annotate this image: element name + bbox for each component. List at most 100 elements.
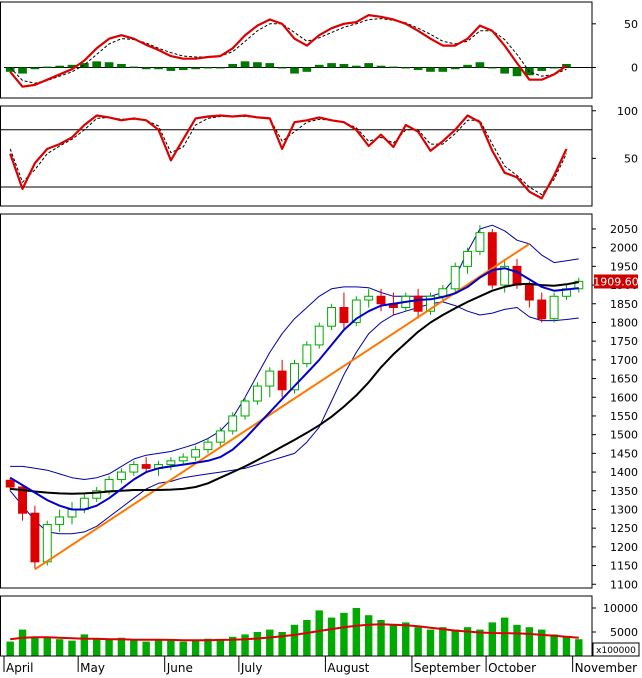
- volume-bar: [241, 634, 249, 656]
- candle-body: [512, 265, 522, 286]
- candlestick: [450, 262, 460, 293]
- macd-histogram-bar: [42, 66, 52, 68]
- price-tick-label: 1300: [610, 503, 638, 516]
- volume-bar: [525, 627, 534, 656]
- macd-histogram-bar: [401, 67, 411, 69]
- candlestick: [92, 487, 102, 502]
- price-tick-label: 1600: [610, 391, 638, 404]
- volume-bar: [562, 636, 571, 656]
- price-tick-label: 1550: [610, 410, 638, 423]
- price-tick-label: 1950: [610, 260, 638, 273]
- candle-body: [339, 307, 349, 323]
- candle-body: [524, 284, 534, 301]
- macd-histogram-bar: [92, 61, 102, 68]
- candle-body: [487, 232, 497, 286]
- candlestick: [277, 359, 287, 398]
- macd-histogram-bar: [228, 63, 238, 68]
- candlestick: [549, 292, 559, 323]
- price-tick-label: 1200: [610, 541, 638, 554]
- candlestick: [141, 457, 151, 473]
- candle-body: [290, 363, 299, 391]
- candlestick: [166, 457, 176, 471]
- price-tick-label: 1850: [610, 298, 638, 311]
- candlestick: [537, 292, 547, 323]
- candlestick: [30, 505, 40, 570]
- candle-body: [475, 232, 485, 252]
- stochastic-tick-label: 50: [624, 152, 638, 165]
- price-tick-label: 1650: [610, 373, 638, 386]
- macd-histogram-bar: [537, 67, 547, 71]
- candle-body: [351, 299, 361, 323]
- macd-histogram-bar: [327, 63, 336, 68]
- volume-bar: [167, 640, 175, 656]
- price-tick-label: 1150: [610, 560, 638, 573]
- last-price-badge: [594, 274, 638, 289]
- volume-bar: [142, 641, 150, 656]
- volume-bar: [513, 624, 521, 656]
- macd-histogram-bar: [67, 64, 77, 68]
- volume-bar: [154, 639, 163, 656]
- price-tick-label: 1100: [610, 578, 638, 591]
- volume-bar: [68, 640, 76, 656]
- macd-histogram-bar: [117, 63, 126, 68]
- bollinger-lower-line: [9, 301, 579, 535]
- volume-bar: [80, 634, 89, 656]
- candlestick: [475, 225, 485, 256]
- macd-histogram-bar: [104, 62, 114, 68]
- candlestick: [252, 382, 262, 405]
- volume-bar: [364, 615, 373, 656]
- price-tick-label: 1500: [610, 429, 638, 442]
- macd-histogram-bar: [512, 67, 522, 77]
- macd-panel: [0, 1, 593, 99]
- volume-bar: [105, 639, 113, 656]
- price-tick-label: 2000: [610, 242, 638, 255]
- macd-tick-label: 0: [631, 61, 638, 74]
- candle-body: [376, 295, 386, 305]
- candlestick: [55, 509, 65, 532]
- macd-histogram-bar: [55, 65, 64, 68]
- volume-ma-line: [10, 623, 579, 642]
- volume-bar: [352, 608, 361, 656]
- volume-bar: [31, 636, 39, 656]
- macd-histogram-bar: [376, 65, 386, 68]
- candlestick: [487, 228, 497, 289]
- candle-body: [537, 299, 547, 320]
- macd-histogram-bar: [438, 67, 448, 72]
- macd-histogram-bar: [549, 67, 559, 69]
- x-axis-month-label: June: [166, 661, 193, 675]
- candlestick: [18, 486, 27, 521]
- last-price-label: 1909.60: [593, 275, 639, 288]
- x-axis-month-label: October: [488, 661, 536, 675]
- stochastic-k-line: [9, 114, 568, 200]
- candlestick: [463, 247, 473, 274]
- price-tick-label: 1450: [610, 447, 638, 460]
- candle-body: [314, 325, 324, 346]
- macd-histogram-bar: [253, 62, 262, 68]
- candlestick: [265, 367, 275, 398]
- candle-body: [252, 385, 262, 402]
- macd-histogram-bar: [351, 65, 361, 68]
- macd-histogram-bar: [203, 67, 213, 69]
- macd-histogram-bar: [450, 67, 460, 70]
- candlestick: [351, 296, 361, 327]
- macd-signal-line: [9, 18, 567, 84]
- volume-bar: [6, 641, 14, 656]
- candlestick: [314, 322, 324, 349]
- volume-bar: [204, 638, 212, 656]
- candlestick: [5, 477, 15, 491]
- candlestick: [364, 288, 374, 308]
- candle-body: [265, 370, 275, 387]
- macd-histogram-bar: [141, 67, 151, 70]
- price-tick-label: 1250: [610, 522, 638, 535]
- price-tick-label: 1350: [610, 485, 638, 498]
- candle-body: [166, 460, 176, 466]
- macd-histogram-bar: [302, 67, 312, 72]
- macd-histogram-bar: [389, 66, 398, 68]
- candle-body: [302, 344, 312, 365]
- candle-body: [549, 295, 559, 320]
- volume-bar: [93, 639, 101, 656]
- volume-tick-label: 5000: [610, 626, 638, 639]
- volume-bar: [500, 617, 509, 656]
- candle-body: [463, 250, 473, 267]
